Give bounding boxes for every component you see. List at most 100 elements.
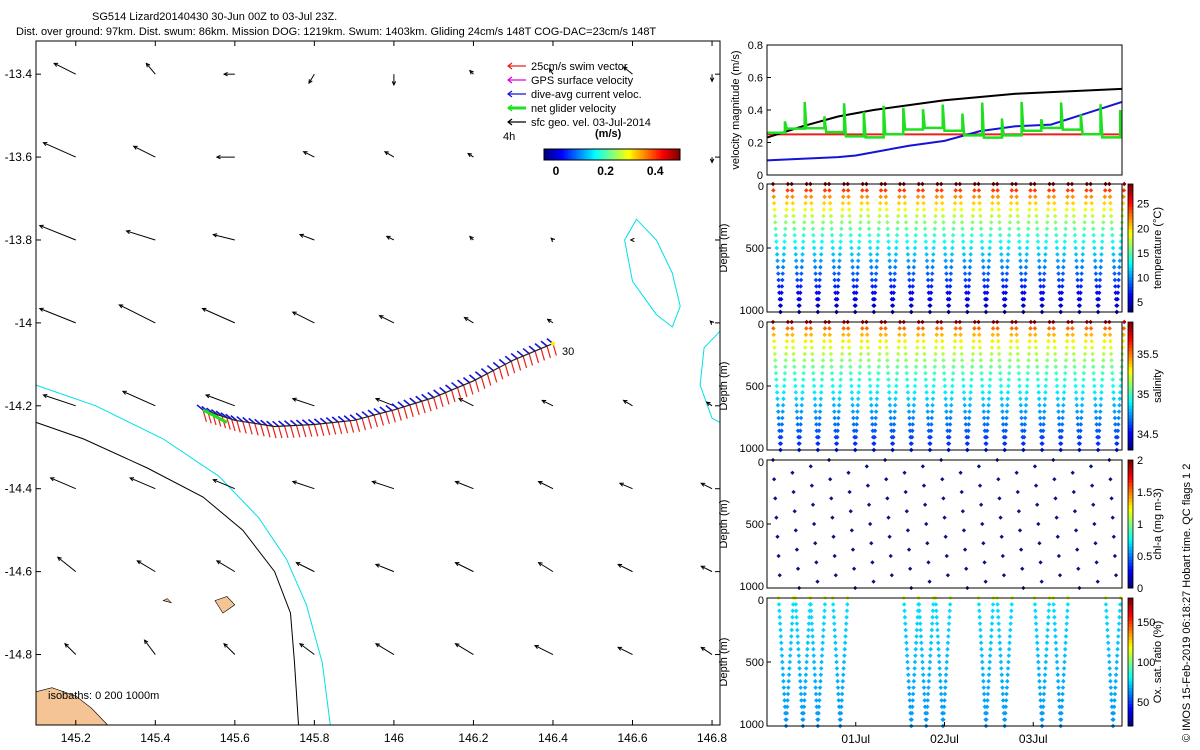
swim-vector: [522, 355, 528, 369]
data-point: [924, 258, 930, 264]
data-point: [928, 428, 934, 434]
x-tick-label: 146.8: [697, 731, 727, 745]
data-point: [934, 332, 939, 338]
colorbar-cell: [1128, 386, 1133, 390]
data-point: [1027, 194, 1033, 200]
data-point: [836, 264, 842, 270]
data-point: [886, 383, 892, 389]
island: [214, 596, 236, 614]
data-point: [902, 470, 907, 475]
dac-vector: [260, 419, 268, 426]
data-point: [909, 296, 915, 302]
dac-vector: [236, 415, 244, 423]
dac-vector: [295, 419, 303, 426]
data-point: [981, 685, 987, 690]
colorbar-cell: [584, 149, 587, 160]
data-point: [829, 370, 835, 376]
data-point: [1008, 621, 1013, 626]
data-point: [1079, 277, 1084, 283]
colorbar-cell: [580, 149, 583, 160]
data-point: [1045, 213, 1050, 219]
geo-vector-shaft: [137, 560, 156, 573]
data-point: [948, 277, 953, 283]
data-point: [966, 415, 972, 421]
data-point: [1083, 338, 1089, 344]
colorbar-cell: [1128, 501, 1133, 506]
swim-vector: [498, 367, 504, 380]
data-point: [1004, 691, 1009, 697]
data-point: [926, 685, 931, 690]
data-point: [1084, 326, 1089, 331]
swim-vector: [313, 424, 319, 437]
colorbar-label: Ox. sat. ratio (%): [1152, 621, 1164, 704]
data-point: [777, 621, 783, 626]
geo-vector-55: [371, 480, 395, 490]
data-point: [916, 602, 922, 607]
colorbar-cell: [1128, 700, 1133, 705]
geo-vector-35: [622, 66, 633, 75]
data-point: [1003, 698, 1009, 703]
data-point: [869, 402, 874, 408]
data-point: [1062, 370, 1068, 376]
data-point: [1109, 364, 1115, 370]
geo-vector-head: [709, 320, 715, 326]
data-point: [1051, 326, 1056, 331]
data-point: [778, 296, 784, 302]
data-point: [1117, 608, 1123, 614]
colorbar-cell: [654, 149, 657, 160]
data-point: [1042, 396, 1048, 402]
data-point: [791, 489, 796, 495]
colorbar-cell: [1128, 292, 1133, 297]
data-point: [1045, 358, 1050, 363]
colorbar-cell: [1128, 421, 1133, 425]
data-point: [914, 634, 919, 639]
data-point: [887, 264, 893, 270]
geo-vector-shaft: [133, 145, 156, 158]
data-point: [1036, 396, 1042, 402]
y-tick-label: 0.8: [748, 40, 763, 52]
colorbar-cell: [1128, 225, 1133, 230]
data-point: [1006, 653, 1012, 658]
data-point: [1073, 239, 1078, 244]
data-point: [1000, 553, 1005, 559]
geo-vector-head: [463, 316, 469, 322]
data-point: [1026, 213, 1032, 219]
data-point: [810, 358, 815, 363]
data-point: [1115, 640, 1121, 646]
data-point: [785, 326, 790, 331]
data-point: [986, 264, 991, 270]
data-point: [840, 685, 845, 690]
data-point: [1009, 326, 1015, 331]
geo-vector-45: [629, 237, 635, 243]
dac-vector: [427, 391, 435, 399]
data-point: [1006, 370, 1012, 376]
colorbar-cell: [1128, 649, 1133, 653]
data-point: [1056, 415, 1062, 421]
geo-vector-56: [454, 480, 474, 490]
data-point: [946, 303, 952, 308]
data-point: [1037, 685, 1043, 690]
dac-vector: [403, 399, 411, 406]
colorbar-cell: [1128, 575, 1133, 579]
swim-vector: [462, 384, 468, 398]
data-point: [857, 377, 862, 382]
colorbar-cell: [644, 149, 647, 160]
geo-vector-shaft: [384, 151, 395, 158]
geo-vector-shaft: [144, 639, 156, 655]
x-tick-label: 03Jul: [1019, 732, 1048, 746]
data-point: [1111, 704, 1117, 710]
geo-vector-14: [201, 307, 236, 324]
data-point: [1033, 200, 1038, 206]
colorbar-cell: [1128, 642, 1133, 647]
data-point: [903, 345, 908, 350]
data-point: [872, 290, 878, 296]
colorbar-cell: [626, 149, 629, 160]
data-point: [1022, 277, 1028, 283]
colorbar-cell: [662, 149, 665, 160]
data-point: [865, 338, 870, 344]
geo-vector-33: [469, 69, 474, 75]
colorbar-cell: [1128, 703, 1133, 708]
data-point: [774, 390, 780, 395]
colorbar-cell: [1128, 678, 1133, 682]
